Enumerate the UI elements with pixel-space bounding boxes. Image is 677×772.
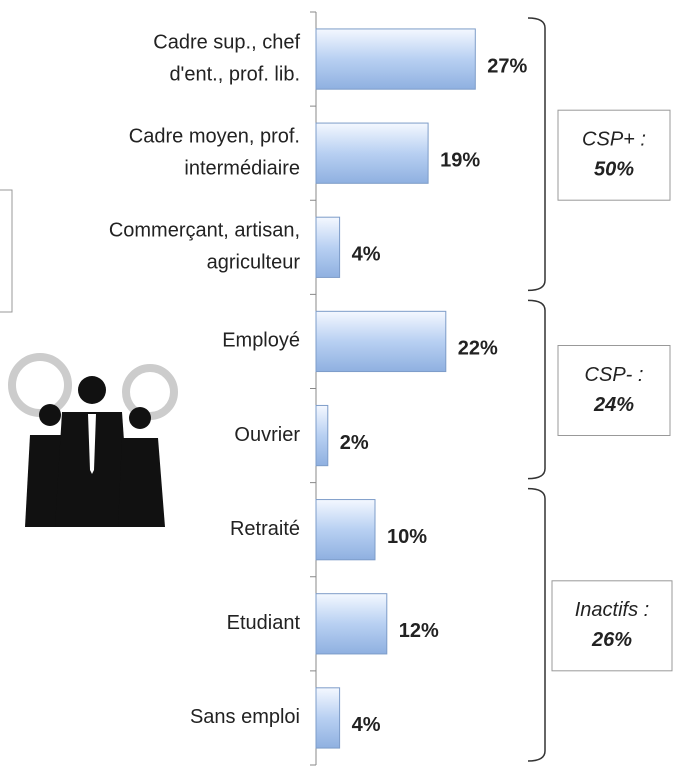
value-label: 12% [399,620,439,642]
bar [315,216,341,278]
group-label: CSP- : [585,364,644,386]
category-label: Cadre moyen, prof. [129,125,300,147]
group-box [557,109,671,201]
bar [315,122,429,184]
value-label: 10% [387,526,427,548]
bar [315,687,341,749]
category-label: intermédiaire [184,157,300,179]
group-box [551,580,673,672]
bar [315,593,388,655]
group-total: 50% [594,158,634,180]
category-label: Sans emploi [190,706,300,728]
group-total: 24% [593,394,634,416]
bracket [527,17,546,292]
value-label: 22% [458,338,498,360]
bar [315,499,376,561]
category-label: Etudiant [227,612,301,634]
value-label: 2% [340,432,369,454]
bracket [527,299,546,480]
value-label: 27% [487,55,527,77]
cut-box [0,189,13,313]
group-label: CSP+ : [582,128,646,150]
bar [315,404,329,467]
value-label: 19% [440,149,480,171]
bracket [527,487,546,762]
value-label: 4% [352,244,381,266]
people-image [0,353,182,527]
category-label: Cadre sup., chef [153,31,300,53]
category-label: Commerçant, artisan, [109,220,300,242]
bar [315,28,476,90]
value-label: 4% [352,714,381,736]
bar [315,310,447,373]
group-box [557,345,671,436]
group-label: Inactifs : [575,599,649,621]
group-total: 26% [591,629,632,651]
category-label: Ouvrier [234,424,300,446]
category-label: d'ent., prof. lib. [169,63,300,85]
category-label: Retraité [230,518,300,540]
category-label: agriculteur [207,252,301,274]
category-label: Employé [222,330,300,352]
